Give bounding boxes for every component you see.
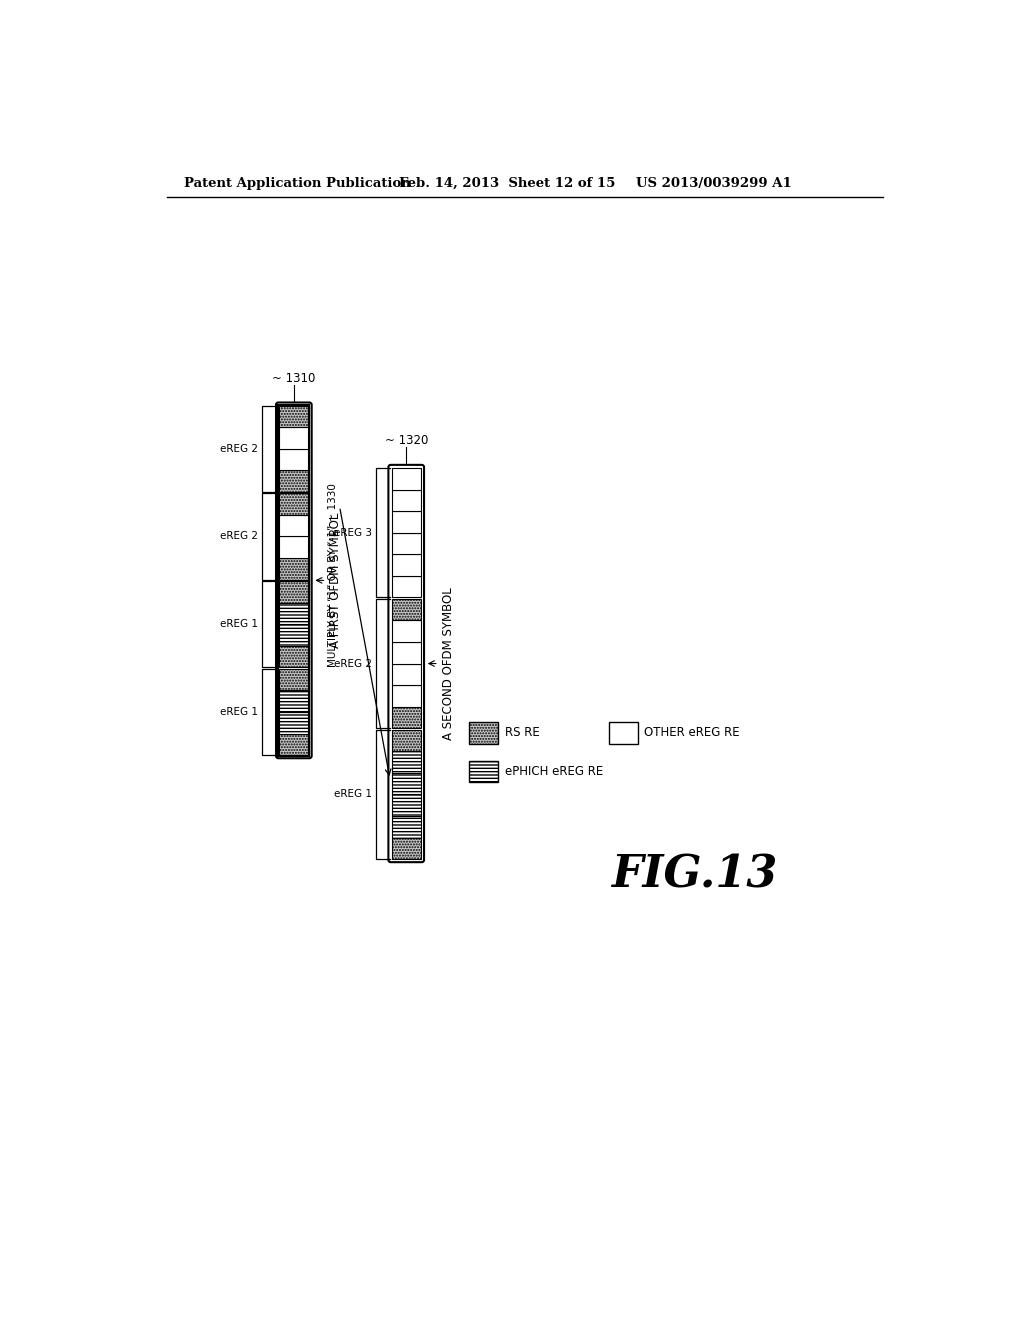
Text: eREG 2: eREG 2 xyxy=(220,444,258,454)
Bar xyxy=(280,536,308,558)
Bar xyxy=(280,494,308,515)
Text: A SECOND OFDM SYMBOL: A SECOND OFDM SYMBOL xyxy=(441,587,455,741)
Bar xyxy=(391,816,421,838)
Bar xyxy=(280,428,308,449)
Bar xyxy=(391,469,421,490)
Bar xyxy=(391,490,421,511)
Text: ePHICH eREG RE: ePHICH eREG RE xyxy=(505,764,603,777)
Bar xyxy=(391,576,421,598)
Text: A FIRST OFDM SYMBOL: A FIRST OFDM SYMBOL xyxy=(329,512,342,648)
Bar xyxy=(391,599,421,620)
Text: eREG 2: eREG 2 xyxy=(334,659,372,668)
Bar xyxy=(391,511,421,533)
Text: US 2013/0039299 A1: US 2013/0039299 A1 xyxy=(636,177,792,190)
Text: ~ 1310: ~ 1310 xyxy=(272,372,315,385)
Bar xyxy=(280,515,308,536)
Text: ~ 1320: ~ 1320 xyxy=(385,434,428,447)
Bar xyxy=(280,711,308,734)
Bar xyxy=(280,581,308,603)
Text: eREG 1: eREG 1 xyxy=(220,619,258,630)
Text: Feb. 14, 2013  Sheet 12 of 15: Feb. 14, 2013 Sheet 12 of 15 xyxy=(399,177,615,190)
Bar xyxy=(391,730,421,751)
Text: Patent Application Publication: Patent Application Publication xyxy=(183,177,411,190)
Text: eREG 3: eREG 3 xyxy=(334,528,372,537)
Bar xyxy=(280,669,308,690)
Bar xyxy=(280,603,308,624)
Bar xyxy=(391,774,421,795)
Bar xyxy=(279,405,309,756)
Bar xyxy=(391,554,421,576)
Bar xyxy=(280,624,308,645)
Text: MULTIPLY BY “1” OR BY “-1” ~ 1330: MULTIPLY BY “1” OR BY “-1” ~ 1330 xyxy=(329,483,338,667)
Bar xyxy=(391,533,421,554)
Bar xyxy=(469,760,499,781)
Bar xyxy=(280,645,308,668)
Text: OTHER eREG RE: OTHER eREG RE xyxy=(644,726,739,739)
Bar xyxy=(391,838,421,859)
Bar xyxy=(280,558,308,579)
Bar xyxy=(391,664,421,685)
Bar xyxy=(280,734,308,755)
Text: eREG 1: eREG 1 xyxy=(334,789,372,800)
Bar xyxy=(280,470,308,492)
Text: RS RE: RS RE xyxy=(505,726,540,739)
Bar xyxy=(391,706,421,729)
Bar xyxy=(469,722,499,743)
Bar xyxy=(280,690,308,711)
Bar xyxy=(280,405,308,428)
Text: FIG.13: FIG.13 xyxy=(610,853,777,896)
Bar xyxy=(608,722,638,743)
Bar xyxy=(391,642,421,664)
Bar xyxy=(391,685,421,706)
Bar xyxy=(391,620,421,642)
Bar xyxy=(280,449,308,470)
Bar xyxy=(391,795,421,816)
Bar xyxy=(391,751,421,774)
Text: eREG 1: eREG 1 xyxy=(220,708,258,717)
Text: eREG 2: eREG 2 xyxy=(220,532,258,541)
